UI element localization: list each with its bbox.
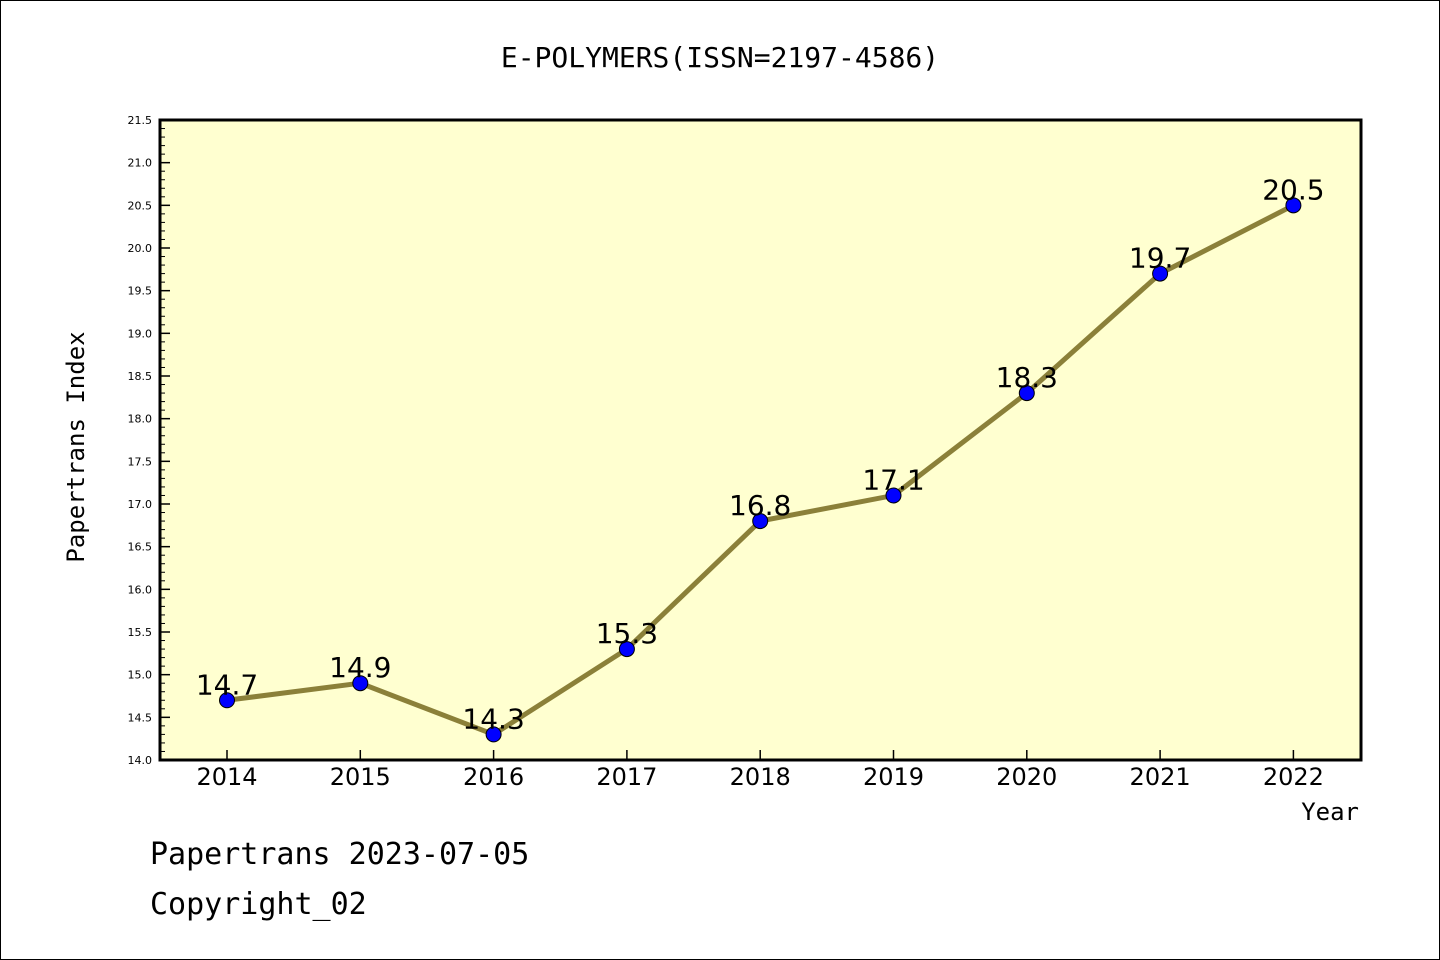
x-tick-label: 2018 [730, 763, 791, 791]
data-label: 16.8 [729, 489, 791, 522]
footer-copyright: Copyright_02 [150, 887, 367, 922]
y-tick-label: 18.5 [128, 370, 153, 383]
y-tick-label: 16.0 [128, 583, 153, 596]
chart-title: E-POLYMERS(ISSN=2197-4586) [501, 41, 939, 74]
data-point [1152, 265, 1169, 282]
data-point [485, 726, 502, 743]
data-point [352, 675, 369, 692]
data-label: 19.7 [1129, 242, 1191, 275]
x-tick-label: 2017 [596, 763, 657, 791]
x-tick-label: 2015 [330, 763, 391, 791]
x-tick-label: 2016 [463, 763, 524, 791]
y-tick-label: 19.5 [128, 285, 153, 298]
data-point [618, 641, 635, 658]
y-axis-label: Papertrans Index [62, 331, 90, 562]
data-point [1018, 385, 1035, 402]
y-tick-label: 21.0 [128, 157, 153, 170]
data-point [1285, 197, 1302, 214]
y-tick-label: 18.0 [128, 413, 153, 426]
y-tick-label: 17.0 [128, 498, 153, 511]
x-tick-label: 2019 [863, 763, 924, 791]
x-tick-label: 2014 [196, 763, 257, 791]
y-tick-label: 19.0 [128, 327, 153, 340]
data-label: 14.3 [462, 702, 524, 735]
x-tick-label: 2022 [1263, 763, 1324, 791]
data-label: 17.1 [862, 463, 924, 496]
plot-area [158, 118, 1363, 762]
y-tick-label: 17.5 [128, 455, 153, 468]
x-tick-label: 2021 [1130, 763, 1191, 791]
y-tick-label: 16.5 [128, 541, 153, 554]
y-tick-label: 20.0 [128, 242, 153, 255]
x-axis-label: Year [1301, 798, 1359, 826]
data-label: 14.7 [196, 668, 258, 701]
y-tick-label: 21.5 [128, 114, 153, 127]
data-series: 14.7 14.9 14.3 15.3 16.8 17.1 18.3 19.7 20.5 [196, 173, 1325, 743]
x-axis: 2014 2015 2016 2017 2018 2019 2020 2021 2022 [196, 750, 1324, 791]
y-tick-label: 20.5 [128, 199, 153, 212]
y-tick-label: 14.0 [128, 754, 153, 767]
footer-date: Papertrans 2023-07-05 [150, 837, 529, 872]
data-label: 18.3 [996, 361, 1058, 394]
data-point [885, 487, 902, 504]
data-label: 20.5 [1262, 173, 1324, 206]
y-tick-label: 14.5 [128, 711, 153, 724]
x-tick-label: 2020 [996, 763, 1057, 791]
y-axis: 14.0 14.5 15.0 15.5 16.0 16.5 17.0 17.5 18.0 18.5… [128, 114, 170, 767]
data-point [219, 692, 235, 709]
y-tick-label: 15.5 [128, 626, 153, 639]
data-point [752, 513, 769, 530]
y-tick-label: 15.0 [128, 669, 153, 682]
data-label: 14.9 [329, 651, 391, 684]
data-label: 15.3 [596, 617, 658, 650]
